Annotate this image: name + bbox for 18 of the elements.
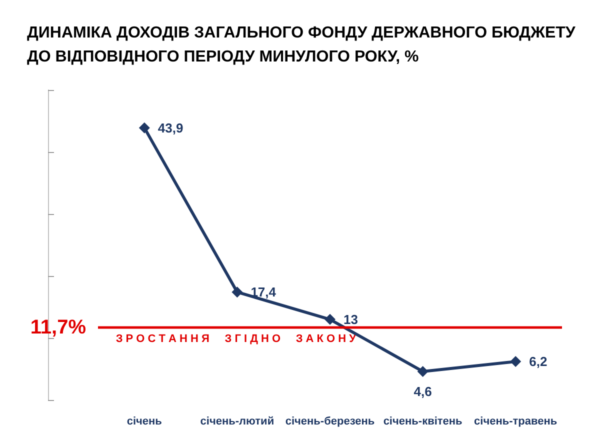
- chart-title: ДИНАМІКА ДОХОДІВ ЗАГАЛЬНОГО ФОНДУ ДЕРЖАВНОГО БЮДЖЕТУ ДО ВІДПОВІДНОГО ПЕРІОДУ МИНУЛОГО РОКУ, %: [27, 24, 576, 66]
- x-tick-label: січень-лютий: [200, 416, 274, 428]
- data-label: 4,6: [414, 384, 432, 399]
- point: [417, 366, 428, 377]
- point: [232, 286, 243, 298]
- x-tick-label: січень: [126, 416, 162, 428]
- point: [510, 356, 522, 368]
- annotation: З Р О С Т А Н Н Я З Г І Д Н О З А К О Н У: [116, 332, 356, 345]
- point: [324, 314, 336, 325]
- point: [138, 122, 150, 134]
- x-tick-label: січень-квітень: [383, 416, 463, 428]
- x-tick-label: січень-березень: [285, 416, 375, 428]
- x-tick-label: січень-травень: [474, 416, 558, 428]
- data-label: 17,4: [250, 284, 277, 300]
- data-label: 6,2: [529, 354, 548, 370]
- data-label: 13: [344, 312, 358, 327]
- ref-line-label: 11,7%: [30, 316, 86, 338]
- data-label: 43,9: [158, 120, 184, 136]
